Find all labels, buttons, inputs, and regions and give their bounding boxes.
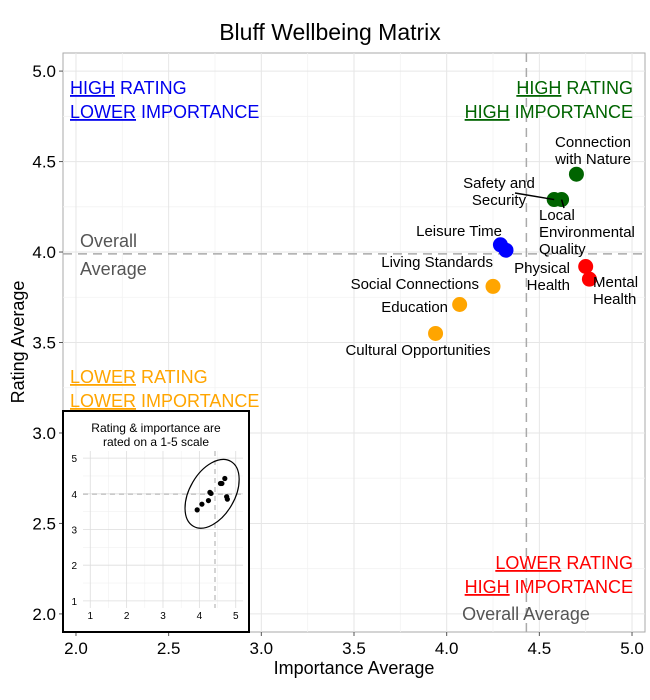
point-label-5-line-1: Health — [527, 277, 570, 294]
point-mental-health — [581, 271, 597, 287]
inset-ellipse — [184, 458, 240, 529]
quadrant-label-word: IMPORTANCE — [136, 391, 259, 411]
inset-y-tick-0: 1 — [71, 597, 77, 608]
overall-rating-label-line-2: Average — [80, 259, 147, 279]
quadrant-label-lower-rating-high-importance-line-1: HIGH IMPORTANCE — [465, 577, 633, 597]
inset-point-6 — [224, 496, 230, 502]
quadrant-label-underlined-word: HIGH — [465, 102, 510, 122]
inset-point-7 — [205, 497, 212, 504]
y-tick-label-1: 2.5 — [32, 514, 56, 533]
point-label-7-line-0: Social Connections — [351, 276, 479, 293]
quadrant-label-word: RATING — [561, 553, 633, 573]
leader-local-environmental-quality — [560, 199, 565, 209]
overall-rating-label-line-1: Overall — [80, 231, 137, 251]
y-tick-label-2: 3.0 — [32, 424, 56, 443]
point-label-0-line-1: with Nature — [554, 151, 631, 168]
quadrant-label-high-rating-lower-importance-line-1: LOWER IMPORTANCE — [70, 102, 259, 122]
quadrant-label-word: IMPORTANCE — [510, 102, 633, 122]
point-label-6-line-1: Health — [593, 291, 636, 308]
quadrant-label-word: IMPORTANCE — [510, 577, 633, 597]
point-label-2-line-0: Local — [539, 207, 575, 224]
point-label-4-line-0: Living Standards — [381, 254, 493, 271]
quadrant-label-underlined-word: HIGH — [70, 78, 115, 98]
inset-point-8 — [199, 501, 205, 507]
axes: 2.0 2.5 3.0 3.5 4.0 4.5 5.0 2.0 2.5 3.0 3.5 4.0 4.5 5… — [32, 62, 643, 658]
point-education — [452, 297, 468, 313]
inset-x-tick-0: 1 — [87, 611, 93, 622]
point-label-2-line-2: Quality — [539, 241, 586, 258]
point-label-0-line-0: Connection — [555, 134, 631, 151]
inset-y-tick-2: 3 — [71, 526, 77, 537]
point-label-2-line-1: Environmental — [539, 224, 635, 241]
quadrant-label-word: RATING — [136, 367, 208, 387]
chart-title: Bluff Wellbeing Matrix — [219, 19, 441, 45]
inset-y-tick-3: 4 — [71, 490, 77, 501]
inset-x-tick-1: 2 — [124, 611, 130, 622]
inset-title-line-1: Rating & importance are — [91, 421, 221, 435]
point-label-9-line-0: Cultural Opportunities — [345, 342, 490, 359]
overall-importance-label: Overall Average — [462, 604, 590, 624]
quadrant-label-word: RATING — [561, 78, 633, 98]
inset-title-line-2: rated on a 1-5 scale — [103, 435, 209, 449]
point-label-6-line-0: Mental — [593, 274, 638, 291]
data-points — [428, 166, 597, 341]
x-tick-label-1: 2.5 — [157, 639, 181, 658]
quadrant-label-lower-rating-lower-importance-line-0: LOWER RATING — [70, 367, 208, 387]
x-tick-label-2: 3.0 — [250, 639, 274, 658]
x-tick-label-4: 4.0 — [435, 639, 459, 658]
point-cultural-opportunities — [428, 325, 444, 341]
x-tick-label-6: 5.0 — [620, 639, 644, 658]
y-tick-label-0: 2.0 — [32, 605, 56, 624]
quadrant-label-underlined-word: HIGH — [465, 577, 510, 597]
quadrant-label-underlined-word: LOWER — [70, 391, 136, 411]
y-tick-label-5: 4.5 — [32, 153, 56, 172]
inset-point-2 — [219, 480, 225, 487]
inset-y-tick-4: 5 — [71, 454, 77, 465]
inset-y-tick-1: 2 — [71, 561, 77, 572]
quadrant-label-underlined-word: HIGH — [516, 78, 561, 98]
point-social-connections — [485, 278, 501, 294]
quadrant-label-underlined-word: LOWER — [70, 367, 136, 387]
point-physical-health — [578, 259, 594, 275]
quadrant-label-lower-rating-lower-importance-line-1: LOWER IMPORTANCE — [70, 391, 259, 411]
inset-point-4 — [208, 490, 214, 497]
inset-x-tick-2: 3 — [160, 611, 166, 622]
y-tick-label-6: 5.0 — [32, 62, 56, 81]
y-tick-label-4: 4.0 — [32, 243, 56, 262]
point-label-3-line-0: Leisure Time — [416, 223, 502, 240]
inset-x-tick-4: 5 — [233, 611, 239, 622]
quadrant-label-word: IMPORTANCE — [136, 102, 259, 122]
y-axis-label: Rating Average — [8, 281, 28, 404]
quadrant-label-underlined-word: LOWER — [70, 102, 136, 122]
reference-labels: Overall Average Overall Average — [80, 231, 590, 624]
quadrant-label-lower-rating-high-importance-line-0: LOWER RATING — [495, 553, 633, 573]
point-connection-with-nature — [568, 166, 584, 182]
quadrant-label-word: RATING — [115, 78, 187, 98]
y-tick-label-3: 3.5 — [32, 334, 56, 353]
inset-x-tick-3: 4 — [197, 611, 203, 622]
point-label-8-line-0: Education — [381, 299, 448, 316]
reference-lines — [63, 53, 645, 632]
x-tick-label-3: 3.5 — [342, 639, 366, 658]
inset-point-0 — [222, 475, 228, 482]
quadrant-label-underlined-word: LOWER — [495, 553, 561, 573]
point-living-standards — [498, 242, 514, 258]
point-label-5-line-0: Physical — [514, 260, 570, 277]
point-label-1-line-0: Safety and — [463, 175, 535, 192]
quadrant-label-high-rating-high-importance-line-1: HIGH IMPORTANCE — [465, 102, 633, 122]
inset-point-9 — [194, 507, 200, 513]
x-tick-label-5: 4.5 — [528, 639, 552, 658]
leader-safety-and-security — [514, 192, 555, 201]
quadrant-label-high-rating-high-importance-line-0: HIGH RATING — [516, 78, 633, 98]
x-tick-label-0: 2.0 — [64, 639, 88, 658]
quadrant-label-high-rating-lower-importance-line-0: HIGH RATING — [70, 78, 187, 98]
x-axis-label: Importance Average — [274, 658, 435, 678]
point-label-1-line-1: Security — [472, 192, 527, 209]
